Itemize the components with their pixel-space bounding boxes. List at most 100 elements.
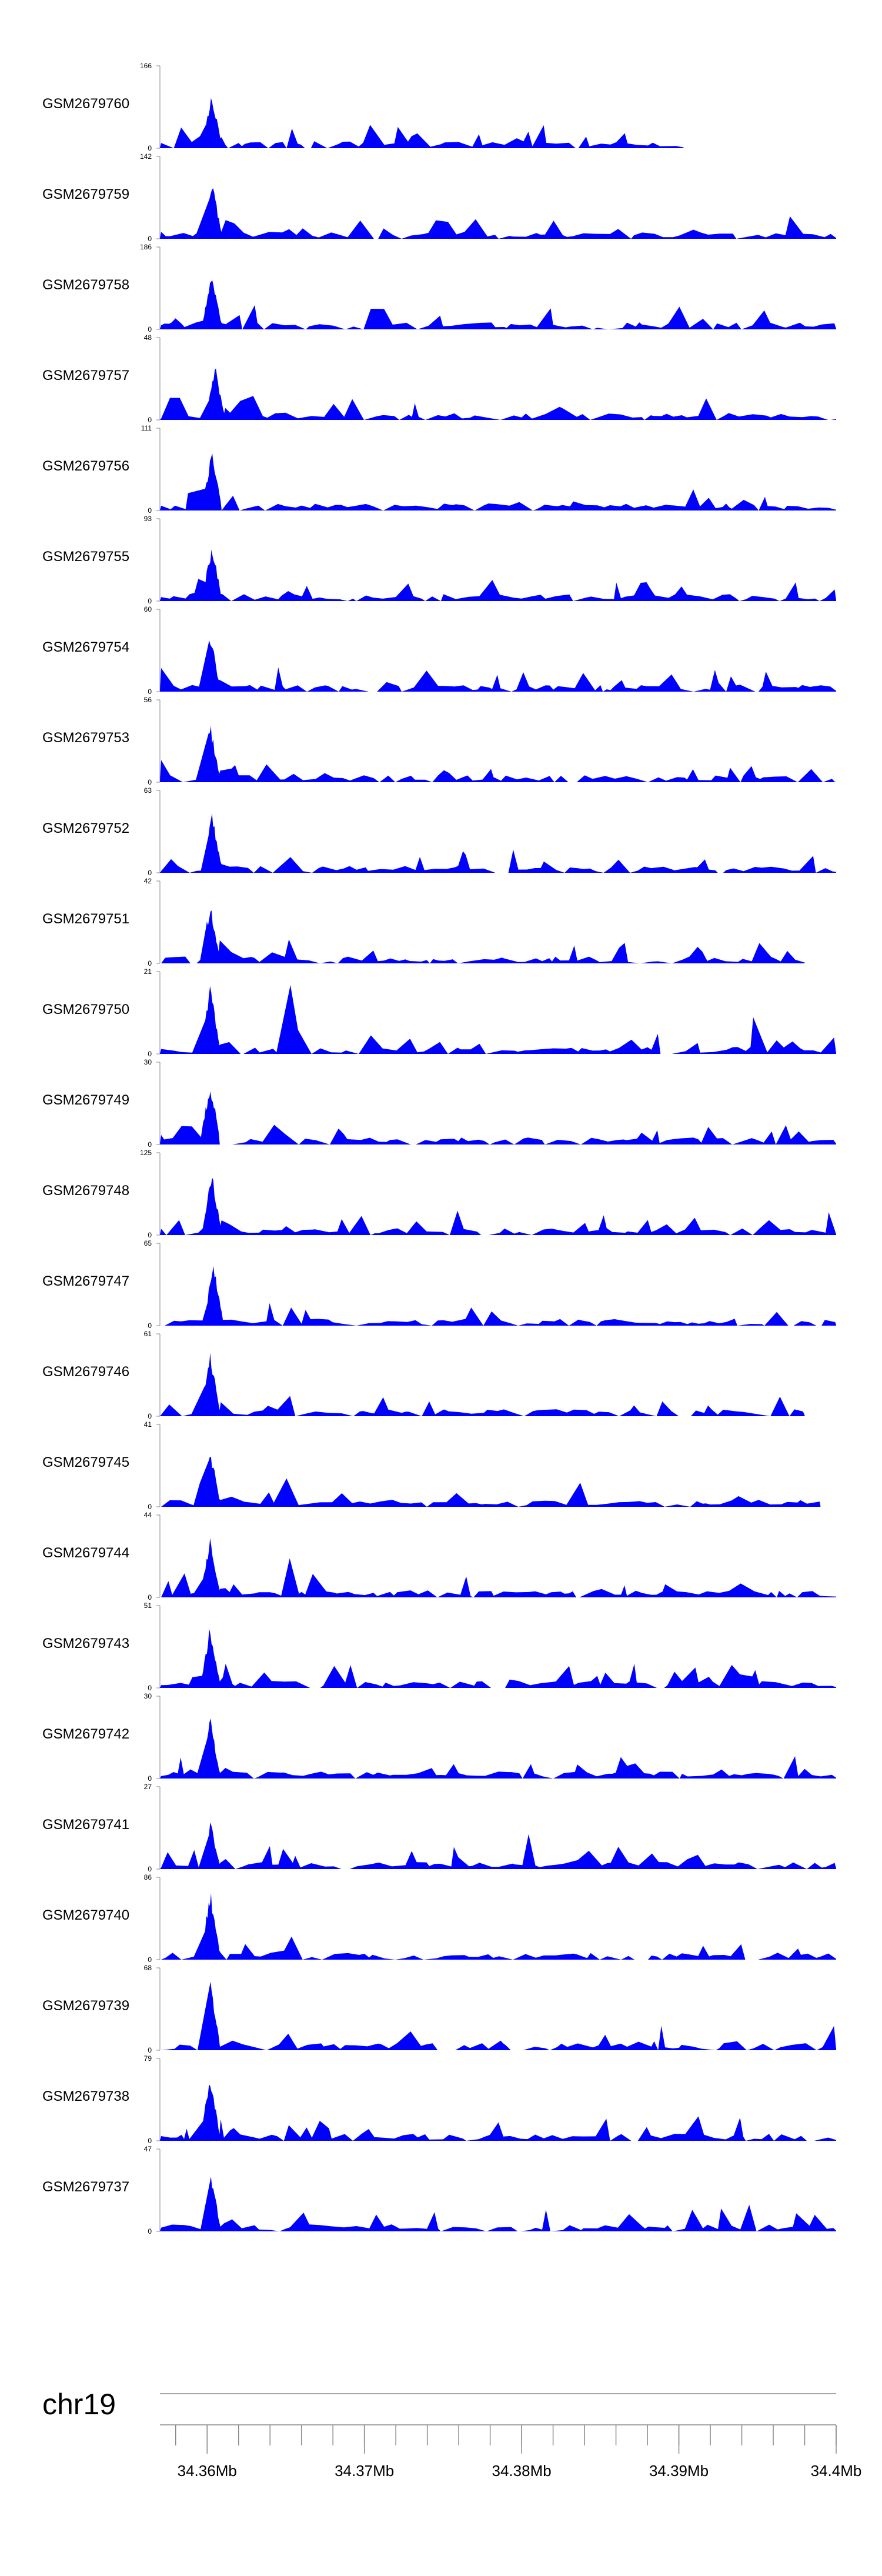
track-GSM2679738: GSM2679738 79 0 xyxy=(42,2054,836,2145)
coverage-area xyxy=(160,1629,836,1688)
coverage-area xyxy=(160,1981,836,2050)
y-max-label: 125 xyxy=(140,1149,152,1157)
tick-label: 34.38Mb xyxy=(492,2462,552,2480)
track-GSM2679742: GSM2679742 30 0 xyxy=(42,1692,836,1783)
y-min-label: 0 xyxy=(148,1050,152,1058)
coverage-area xyxy=(160,549,836,601)
coverage-area xyxy=(160,280,836,329)
y-min-label: 0 xyxy=(148,235,152,243)
coverage-area xyxy=(160,2085,836,2141)
coverage-area xyxy=(160,1719,836,1778)
track-GSM2679755: GSM2679755 93 0 xyxy=(42,515,836,605)
y-max-label: 86 xyxy=(144,1873,152,1881)
y-min-label: 0 xyxy=(148,597,152,605)
track-label: GSM2679756 xyxy=(42,458,129,474)
coverage-area xyxy=(160,910,805,963)
y-max-label: 56 xyxy=(144,696,152,704)
track-label: GSM2679747 xyxy=(42,1273,129,1289)
y-max-label: 186 xyxy=(140,243,152,251)
track-label: GSM2679742 xyxy=(42,1726,129,1742)
coverage-tracks: GSM26797601660GSM26797591420GSM267975818… xyxy=(42,62,836,2235)
coverage-area xyxy=(160,368,836,420)
y-max-label: 93 xyxy=(144,515,152,523)
track-label: GSM2679753 xyxy=(42,730,129,746)
coverage-area xyxy=(160,1091,836,1144)
track-label: GSM2679739 xyxy=(42,1998,129,2014)
y-min-label: 0 xyxy=(148,1322,152,1330)
y-max-label: 30 xyxy=(144,1058,152,1066)
track-GSM2679753: GSM2679753 56 0 xyxy=(42,696,836,786)
y-min-label: 0 xyxy=(148,506,152,515)
y-min-label: 0 xyxy=(148,1140,152,1149)
coverage-area xyxy=(160,1822,836,1869)
track-label: GSM2679760 xyxy=(42,96,129,112)
track-label: GSM2679750 xyxy=(42,1002,129,1017)
genome-axis: chr19 34.36Mb 34.37Mb 34.38Mb 34.39Mb 34.4Mb xyxy=(42,2388,861,2480)
track-label: GSM2679740 xyxy=(42,1907,129,1923)
coverage-area xyxy=(160,1457,821,1507)
coverage-area xyxy=(160,453,836,510)
y-min-label: 0 xyxy=(148,778,152,786)
track-GSM2679739: GSM2679739 68 0 xyxy=(42,1964,836,2054)
track-label: GSM2679748 xyxy=(42,1183,129,1199)
coverage-area xyxy=(160,1266,836,1326)
y-max-label: 79 xyxy=(144,2054,152,2063)
track-GSM2679740: GSM2679740 86 0 xyxy=(42,1873,836,1964)
y-max-label: 61 xyxy=(144,1330,152,1338)
track-GSM2679752: GSM2679752 63 0 xyxy=(42,786,836,877)
track-GSM2679745: GSM2679745 41 0 xyxy=(42,1420,821,1511)
track-label: GSM2679751 xyxy=(42,911,129,927)
coverage-area xyxy=(160,726,836,782)
y-max-label: 68 xyxy=(144,1964,152,1972)
track-label: GSM2679757 xyxy=(42,368,129,383)
y-max-label: 42 xyxy=(144,877,152,885)
y-max-label: 65 xyxy=(144,1239,152,1247)
y-max-label: 166 xyxy=(140,62,152,70)
track-label: GSM2679759 xyxy=(42,186,129,202)
coverage-area xyxy=(160,1177,836,1235)
y-min-label: 0 xyxy=(148,1231,152,1239)
y-max-label: 21 xyxy=(144,967,152,976)
y-max-label: 47 xyxy=(144,2145,152,2153)
track-GSM2679749: GSM2679749 30 0 xyxy=(42,1058,836,1149)
tick-label: 34.36Mb xyxy=(178,2462,237,2480)
y-min-label: 0 xyxy=(148,1593,152,1601)
track-label: GSM2679737 xyxy=(42,2179,129,2195)
coverage-area xyxy=(160,640,836,692)
y-max-label: 111 xyxy=(141,424,152,432)
y-min-label: 0 xyxy=(148,325,152,333)
y-min-label: 0 xyxy=(148,869,152,877)
track-GSM2679748: GSM2679748 125 0 xyxy=(42,1149,836,1239)
y-min-label: 0 xyxy=(148,144,152,152)
track-GSM2679750: GSM2679750 21 0 xyxy=(42,967,836,1058)
y-min-label: 0 xyxy=(148,2137,152,2145)
y-max-label: 63 xyxy=(144,786,152,795)
coverage-area xyxy=(160,985,836,1054)
track-GSM2679760: GSM2679760 166 0 xyxy=(42,62,684,152)
track-label: GSM2679741 xyxy=(42,1817,129,1833)
track-label: GSM2679743 xyxy=(42,1636,129,1651)
track-label: GSM2679755 xyxy=(42,549,129,565)
track-GSM2679758: GSM2679758 186 0 xyxy=(42,243,836,333)
coverage-area xyxy=(160,813,836,873)
coverage-area xyxy=(160,1538,836,1597)
y-max-label: 30 xyxy=(144,1692,152,1700)
y-min-label: 0 xyxy=(148,959,152,967)
track-GSM2679759: GSM2679759 142 0 xyxy=(42,152,836,243)
y-min-label: 0 xyxy=(148,2046,152,2054)
y-min-label: 0 xyxy=(148,688,152,696)
track-GSM2679751: GSM2679751 42 0 xyxy=(42,877,805,967)
coverage-area xyxy=(160,188,836,239)
track-GSM2679743: GSM2679743 51 0 xyxy=(42,1601,836,1692)
track-GSM2679744: GSM2679744 44 0 xyxy=(42,1511,836,1601)
y-min-label: 0 xyxy=(148,1865,152,1873)
track-label: GSM2679738 xyxy=(42,2088,129,2104)
track-GSM2679741: GSM2679741 27 0 xyxy=(42,1783,836,1873)
y-max-label: 44 xyxy=(144,1511,152,1519)
coverage-area xyxy=(160,1893,836,1960)
track-GSM2679754: GSM2679754 60 0 xyxy=(42,605,836,696)
y-min-label: 0 xyxy=(148,1684,152,1692)
axis-ticks: 34.36Mb 34.37Mb 34.38Mb 34.39Mb 34.4Mb xyxy=(175,2425,861,2480)
track-GSM2679756: GSM2679756 111 0 xyxy=(42,424,836,515)
